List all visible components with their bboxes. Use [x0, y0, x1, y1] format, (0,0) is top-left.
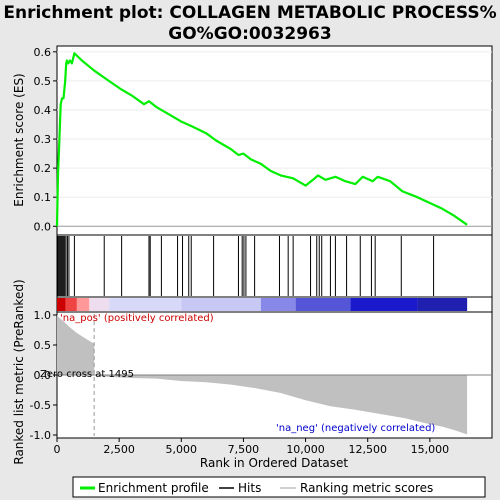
metric-ylabel: Ranked list metric (PreRanked) — [12, 279, 26, 464]
es-y-tick-label: 0.2 — [34, 162, 52, 175]
legend-label-ranking: Ranking metric scores — [300, 481, 433, 495]
heatmap-segment — [295, 298, 351, 311]
heatmap-segment — [260, 298, 296, 311]
x-tick-label: 5,000 — [166, 443, 198, 456]
chart-title-line-2: GO%GO:0032963 — [168, 24, 331, 44]
es-y-tick-label: 0.4 — [34, 104, 52, 117]
enrichment-profile-line — [55, 52, 468, 227]
metric-y-tick-label: -0.5 — [30, 399, 51, 412]
legend: Enrichment profile Hits Ranking metric s… — [80, 481, 433, 495]
metric-y-ticks: 1.0 0.5 0.0 -0.5 -1.0 — [30, 309, 57, 442]
es-y-tick-label: 0.0 — [34, 220, 52, 233]
heatmap-segment — [57, 298, 66, 311]
zero-cross-annotation: Zero cross at 1495 — [40, 369, 134, 380]
heatmap-segment — [89, 298, 110, 311]
es-y-tick-label: 0.3 — [34, 133, 52, 146]
pos-annotation: 'na_pos' (positively correlated) — [60, 313, 214, 324]
x-ticks: 0 2,500 5,000 7,500 10,000 12,500 15,000 — [54, 438, 450, 456]
x-tick-label: 15,000 — [411, 443, 450, 456]
es-ylabel: Enrichment score (ES) — [12, 73, 26, 206]
hits-layer — [57, 236, 435, 296]
metric-y-tick-label: 0.5 — [34, 339, 52, 352]
x-tick-label: 12,500 — [348, 443, 387, 456]
heatmap-segment — [417, 298, 468, 311]
metric-y-tick-label: 1.0 — [34, 309, 52, 322]
metric-y-tick-label: -1.0 — [30, 429, 51, 442]
es-panel — [56, 45, 493, 236]
es-y-tick-label: 0.6 — [34, 46, 52, 59]
metric-y-tick-label: 0.0 — [34, 369, 52, 382]
heatmap-layer — [57, 298, 468, 311]
es-gridlines — [57, 51, 492, 227]
heatmap-segment — [109, 298, 182, 311]
legend-label-hits: Hits — [238, 481, 261, 495]
heatmap-segment — [65, 298, 77, 311]
neg-annotation: 'na_neg' (negatively correlated) — [276, 423, 435, 434]
chart-title-line-1: Enrichment plot: COLLAGEN METABOLIC PROC… — [3, 3, 496, 23]
es-line-layer — [55, 52, 468, 227]
x-tick-label: 10,000 — [286, 443, 325, 456]
legend-label-enrichment: Enrichment profile — [98, 481, 209, 495]
ranking-metric-area — [57, 315, 468, 435]
x-tick-label: 7,500 — [228, 443, 260, 456]
heatmap-segment — [76, 298, 90, 311]
legend-box — [72, 476, 486, 498]
es-y-tick-label: 0.1 — [34, 191, 52, 204]
es-y-tick-label: 0.5 — [34, 75, 52, 88]
x-tick-label: 0 — [54, 443, 61, 456]
heatmap-segment — [350, 298, 418, 311]
es-y-ticks: 0.0 0.1 0.2 0.3 0.4 0.5 0.6 — [34, 46, 57, 233]
heatmap-segment — [181, 298, 261, 311]
x-tick-label: 2,500 — [103, 443, 135, 456]
x-axis-label: Rank in Ordered Dataset — [200, 456, 348, 470]
hits-panel — [56, 234, 493, 298]
metric-layer — [57, 314, 492, 436]
